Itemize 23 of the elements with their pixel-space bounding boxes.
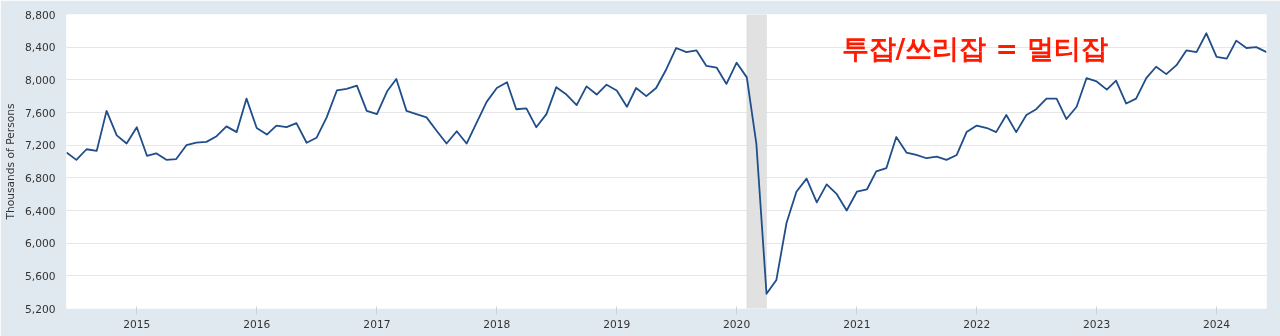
y-tick-label: 8,000 (24, 73, 56, 87)
x-tick-label: 2019 (603, 317, 631, 331)
line-series (66, 32, 1267, 295)
x-tick-label: 2018 (483, 317, 511, 331)
x-tick-label: 2020 (723, 317, 751, 331)
y-tick-label: 5,200 (24, 302, 56, 316)
y-tick-label: 7,200 (24, 139, 56, 153)
x-tick-label: 2021 (843, 317, 871, 331)
y-tick-label: 7,600 (24, 106, 56, 120)
y-axis-title: Thousands of Persons (3, 103, 17, 221)
y-tick-label: 6,400 (24, 204, 56, 218)
x-tick-label: 2015 (123, 317, 151, 331)
annotation: 투잡/쓰리잡 = 멀티잡 (841, 32, 1109, 64)
x-tick-label: 2022 (963, 317, 991, 331)
y-tick-label: 8,400 (24, 41, 56, 55)
x-tick-label: 2017 (363, 317, 391, 331)
x-tick-label: 2024 (1203, 317, 1231, 331)
y-tick-label: 6,800 (24, 171, 56, 185)
x-tick-label: 2023 (1083, 317, 1111, 331)
y-tick-label: 8,800 (24, 8, 56, 22)
x-tick-label: 2016 (243, 317, 271, 331)
y-tick-label: 6,000 (24, 237, 56, 251)
y-tick-label: 5,600 (24, 269, 56, 283)
